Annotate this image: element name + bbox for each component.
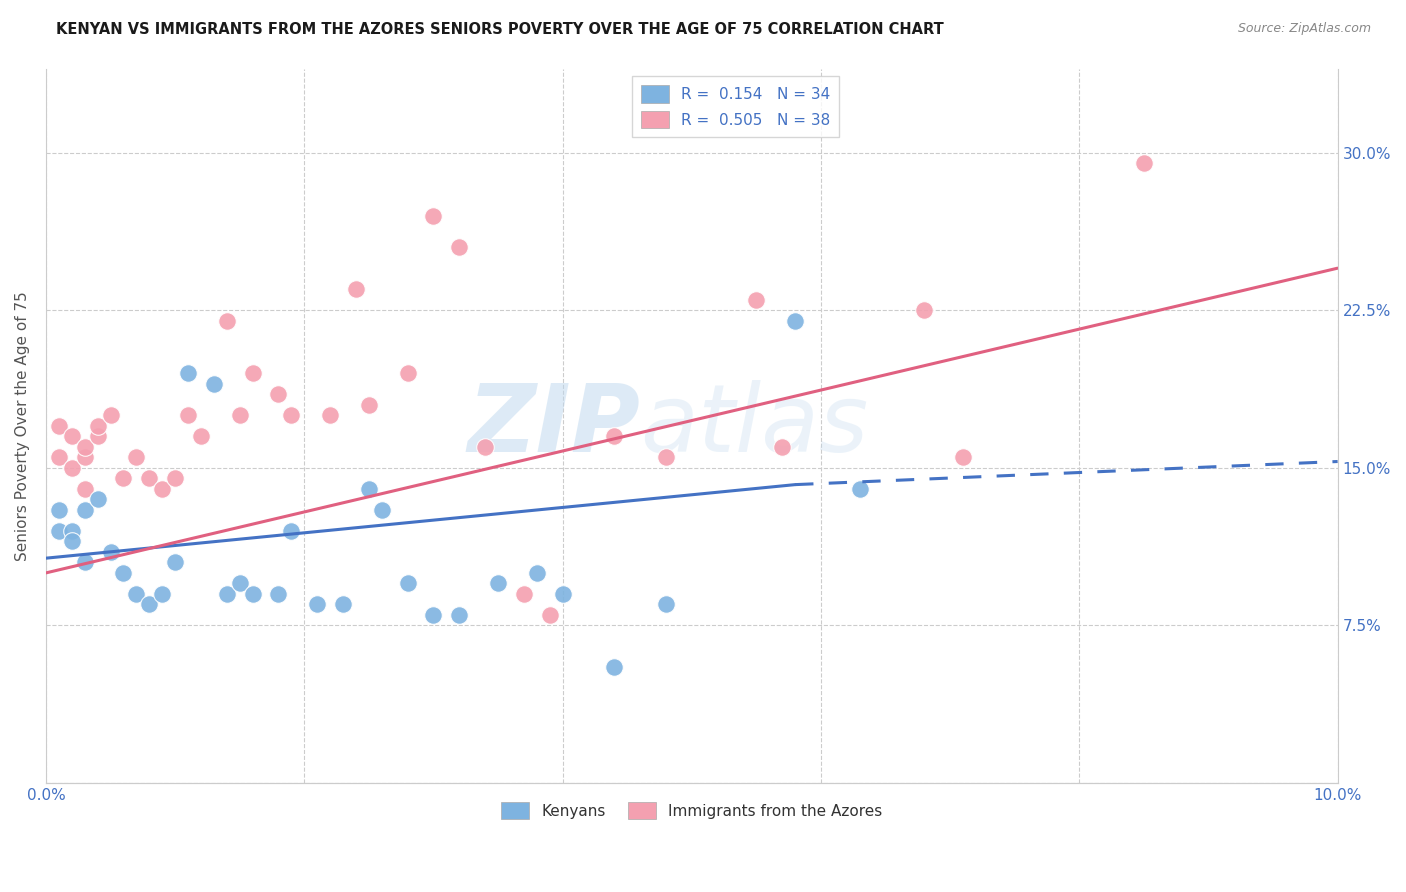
Point — [228, 576, 250, 591]
Text: Source: ZipAtlas.com: Source: ZipAtlas.com — [1237, 22, 1371, 36]
Point — [745, 293, 768, 307]
Point — [486, 576, 509, 591]
Point — [422, 607, 444, 622]
Point — [344, 282, 367, 296]
Point — [177, 366, 200, 380]
Point — [86, 429, 108, 443]
Point — [655, 598, 678, 612]
Point — [603, 429, 626, 443]
Point — [165, 555, 187, 569]
Point — [396, 366, 419, 380]
Point — [60, 534, 83, 549]
Point — [449, 240, 471, 254]
Point — [422, 209, 444, 223]
Point — [60, 524, 83, 538]
Point — [357, 482, 380, 496]
Text: ZIP: ZIP — [467, 380, 640, 472]
Point — [474, 440, 496, 454]
Point — [603, 660, 626, 674]
Point — [357, 398, 380, 412]
Point — [48, 503, 70, 517]
Point — [150, 587, 173, 601]
Point — [267, 587, 290, 601]
Point — [100, 409, 122, 423]
Point — [190, 429, 212, 443]
Point — [60, 429, 83, 443]
Point — [125, 587, 148, 601]
Point — [112, 566, 135, 580]
Point — [228, 409, 250, 423]
Point — [332, 598, 354, 612]
Point — [242, 366, 264, 380]
Point — [86, 418, 108, 433]
Point — [73, 440, 96, 454]
Point — [307, 598, 329, 612]
Point — [73, 450, 96, 465]
Point — [138, 598, 160, 612]
Point — [655, 450, 678, 465]
Point — [526, 566, 548, 580]
Point — [202, 376, 225, 391]
Point — [848, 482, 870, 496]
Point — [371, 503, 394, 517]
Point — [280, 409, 302, 423]
Point — [73, 482, 96, 496]
Text: atlas: atlas — [640, 380, 869, 471]
Point — [513, 587, 536, 601]
Point — [551, 587, 574, 601]
Point — [112, 471, 135, 485]
Point — [215, 314, 238, 328]
Point — [396, 576, 419, 591]
Legend: Kenyans, Immigrants from the Azores: Kenyans, Immigrants from the Azores — [495, 796, 889, 825]
Point — [86, 492, 108, 507]
Point — [177, 409, 200, 423]
Point — [280, 524, 302, 538]
Point — [538, 607, 561, 622]
Point — [125, 450, 148, 465]
Point — [449, 607, 471, 622]
Point — [150, 482, 173, 496]
Y-axis label: Seniors Poverty Over the Age of 75: Seniors Poverty Over the Age of 75 — [15, 291, 30, 561]
Point — [48, 450, 70, 465]
Point — [242, 587, 264, 601]
Point — [48, 418, 70, 433]
Text: KENYAN VS IMMIGRANTS FROM THE AZORES SENIORS POVERTY OVER THE AGE OF 75 CORRELAT: KENYAN VS IMMIGRANTS FROM THE AZORES SEN… — [56, 22, 943, 37]
Point — [138, 471, 160, 485]
Point — [785, 314, 807, 328]
Point — [952, 450, 974, 465]
Point — [1133, 156, 1156, 170]
Point — [319, 409, 342, 423]
Point — [215, 587, 238, 601]
Point — [100, 545, 122, 559]
Point — [73, 555, 96, 569]
Point — [73, 503, 96, 517]
Point — [165, 471, 187, 485]
Point — [912, 303, 935, 318]
Point — [770, 440, 793, 454]
Point — [267, 387, 290, 401]
Point — [60, 460, 83, 475]
Point — [48, 524, 70, 538]
